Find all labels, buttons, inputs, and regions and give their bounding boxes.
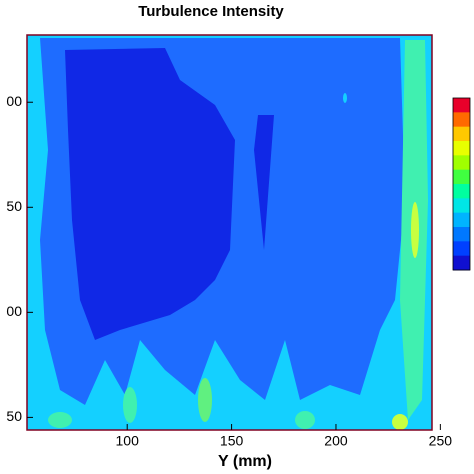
- colorbar-swatch: [453, 112, 470, 128]
- x-axis-label: Y (mm): [218, 453, 272, 470]
- contour-level: [343, 93, 347, 103]
- contour-level: [254, 115, 274, 250]
- colorbar-swatch: [453, 212, 470, 228]
- y-tick-label: 00: [6, 303, 22, 319]
- colorbar-frame: [452, 97, 471, 271]
- contour-level: [392, 414, 408, 430]
- colorbar-swatch: [453, 169, 470, 185]
- colorbar-swatch: [453, 155, 470, 171]
- plot-frame: [26, 34, 433, 431]
- colorbar-swatch: [453, 126, 470, 142]
- chart-title: Turbulence Intensity: [138, 3, 284, 20]
- contour-level: [48, 412, 72, 428]
- colorbar-swatch: [453, 255, 470, 271]
- contour-level: [295, 411, 315, 429]
- y-tick-label: 00: [6, 93, 22, 109]
- y-tick-label: 50: [6, 198, 22, 214]
- contour-level: [123, 387, 137, 423]
- colorbar-swatch: [453, 98, 470, 113]
- colorbar-swatch: [453, 227, 470, 242]
- x-tick-label: 100: [116, 433, 140, 449]
- colorbar-swatch: [453, 184, 470, 199]
- colorbar-swatch: [453, 241, 470, 257]
- contour-field: [26, 34, 433, 431]
- x-tick-label: 150: [220, 433, 244, 449]
- contour-level: [198, 378, 212, 422]
- contour-level: [65, 48, 235, 340]
- x-tick-label: 200: [324, 433, 348, 449]
- y-tick-label: 50: [6, 408, 22, 424]
- colorbar-swatch: [453, 141, 470, 156]
- colorbar-swatch: [453, 198, 470, 214]
- x-tick-label: 250: [429, 433, 453, 449]
- contour-level: [411, 202, 419, 258]
